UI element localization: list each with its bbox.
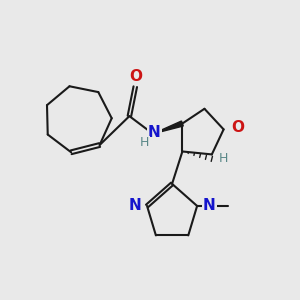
Text: O: O	[231, 120, 244, 135]
Text: N: N	[148, 125, 161, 140]
Text: H: H	[140, 136, 149, 149]
Text: N: N	[203, 198, 216, 213]
Polygon shape	[153, 121, 183, 134]
Text: H: H	[219, 152, 229, 165]
Text: O: O	[129, 69, 142, 84]
Text: N: N	[128, 198, 141, 213]
